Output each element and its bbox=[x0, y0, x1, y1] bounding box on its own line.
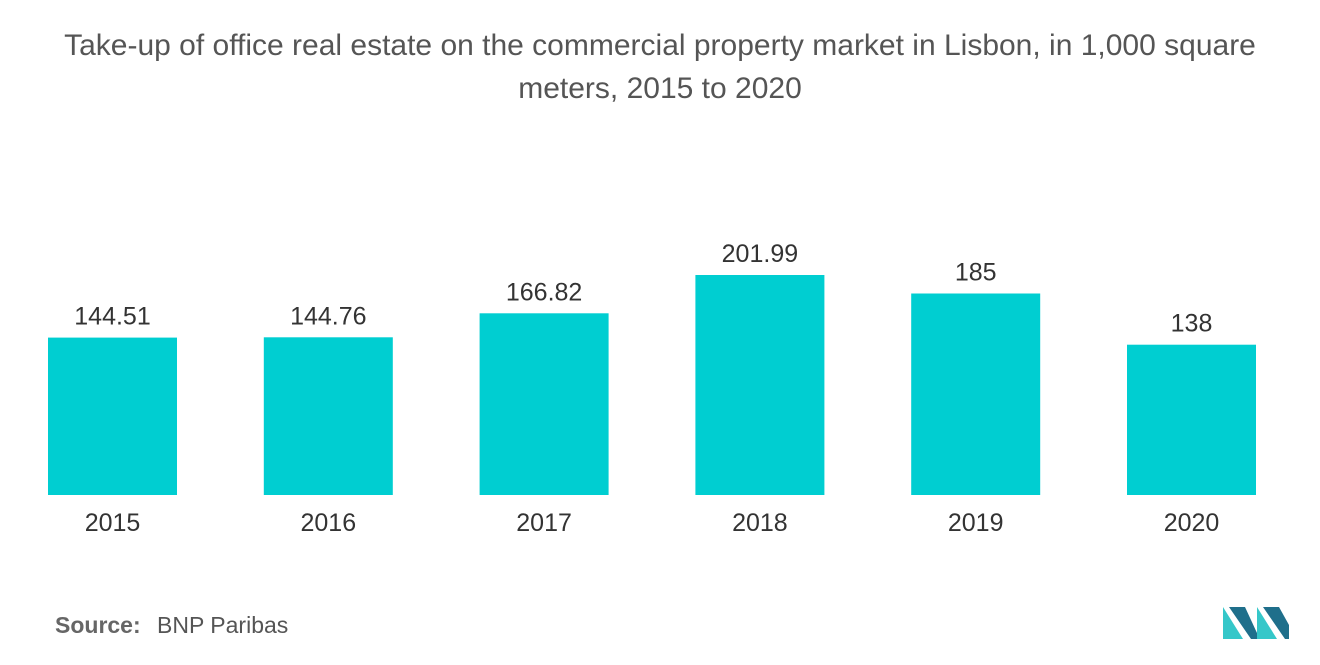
data-label-2015: 144.51 bbox=[74, 303, 150, 331]
bar-2020 bbox=[1127, 344, 1256, 495]
x-tick-label-2015: 2015 bbox=[85, 509, 141, 537]
brand-logo-icon bbox=[1223, 607, 1289, 639]
data-label-2016: 144.76 bbox=[290, 302, 366, 330]
bar-2015 bbox=[48, 337, 177, 495]
data-label-2020: 138 bbox=[1171, 310, 1213, 338]
x-tick-label-2018: 2018 bbox=[732, 509, 788, 537]
bar-2019 bbox=[911, 293, 1041, 495]
data-label-2018: 201.99 bbox=[722, 240, 798, 268]
x-tick-label-2020: 2020 bbox=[1164, 509, 1220, 537]
bar-chart: 144.51 2015 144.76 2016 166.82 2017 201.99 2018… bbox=[48, 240, 1256, 537]
bar-2016 bbox=[263, 337, 393, 495]
data-label-2019: 185 bbox=[955, 259, 997, 287]
source-value: BNP Paribas bbox=[157, 612, 289, 638]
bar-2017 bbox=[479, 313, 609, 495]
x-tick-label-2019: 2019 bbox=[948, 509, 1004, 537]
x-tick-label-2016: 2016 bbox=[300, 509, 356, 537]
x-tick-label-2017: 2017 bbox=[516, 509, 572, 537]
source-footer: Source: BNP Paribas bbox=[55, 612, 288, 639]
data-label-2017: 166.82 bbox=[506, 278, 582, 306]
chart-title: Take-up of office real estate on the com… bbox=[64, 29, 1256, 105]
bar-2018 bbox=[695, 275, 825, 495]
source-label: Source: bbox=[55, 612, 141, 638]
